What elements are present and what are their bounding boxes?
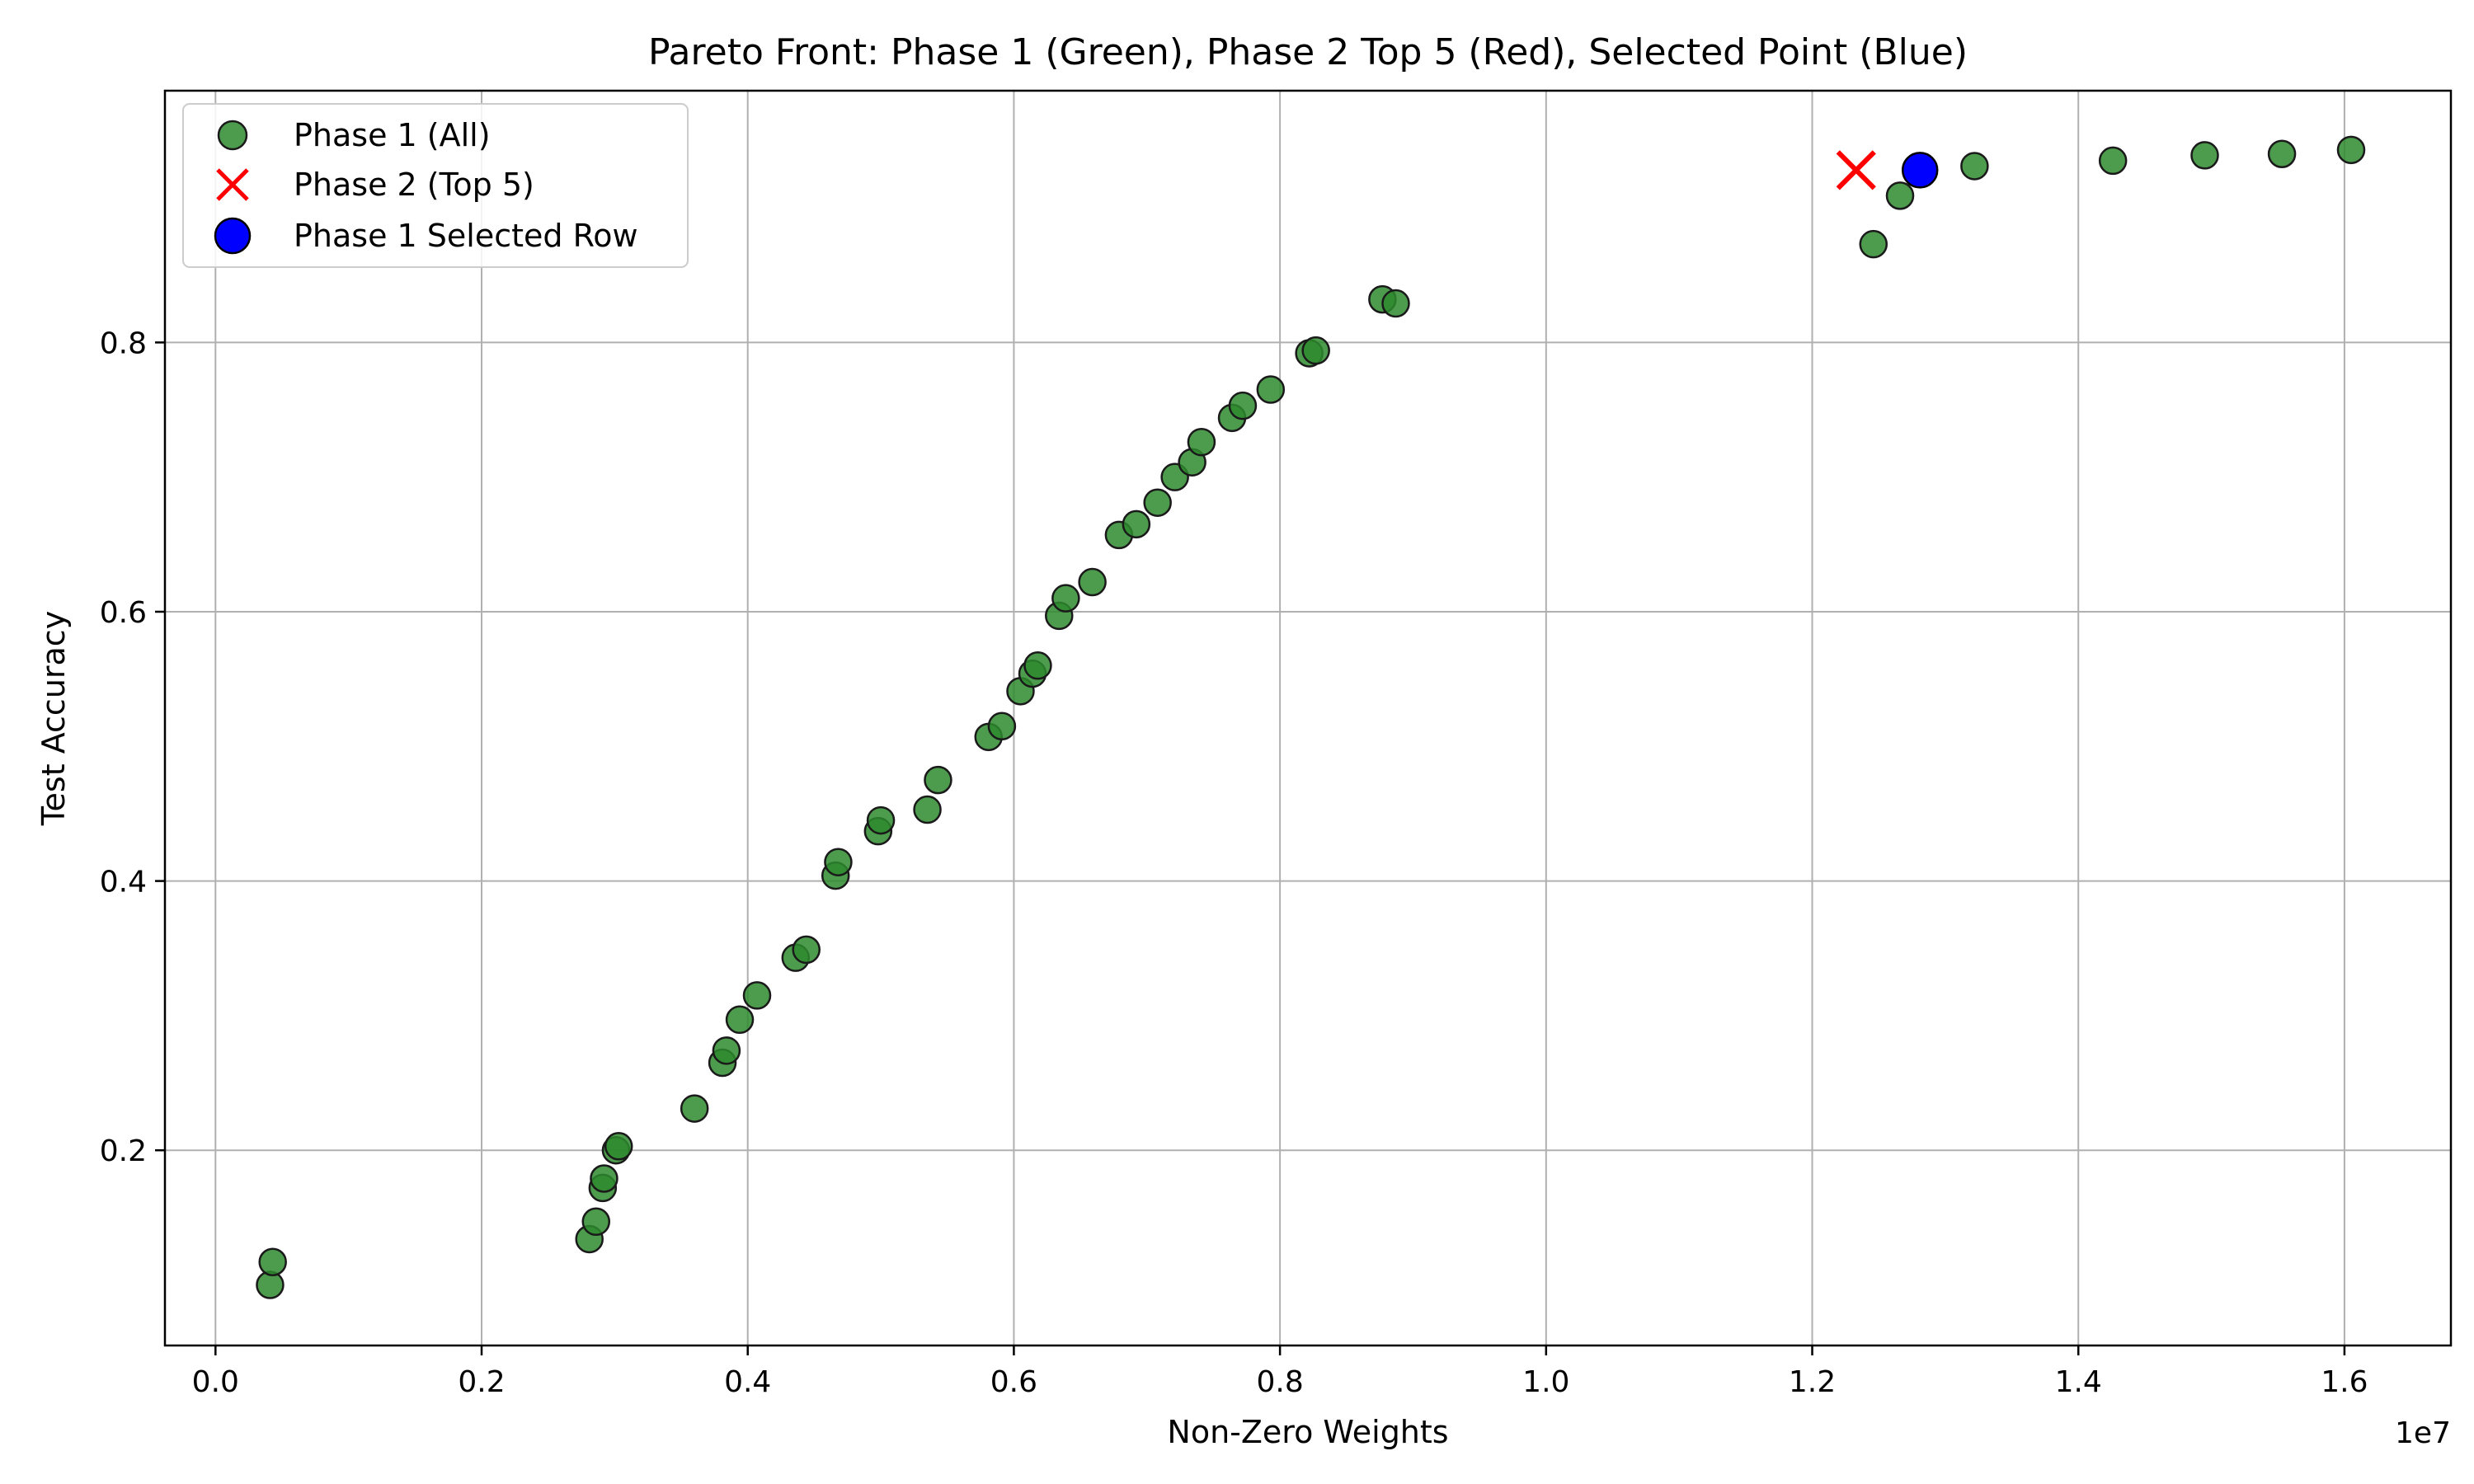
- x-axis-label: Non-Zero Weights: [1167, 1414, 1448, 1450]
- phase1-point: [2098, 146, 2128, 176]
- phase1-point: [1187, 427, 1216, 457]
- phase1-point: [1051, 584, 1080, 613]
- phase1-point: [1859, 229, 1888, 259]
- legend-blue-circle-marker: [214, 217, 252, 255]
- phase1-point: [2336, 135, 2366, 165]
- phase1-point: [924, 765, 952, 795]
- phase1-point: [913, 795, 942, 824]
- phase1-point: [680, 1094, 709, 1123]
- phase1-point: [1228, 391, 1258, 420]
- legend-green-circle-marker: [217, 120, 248, 151]
- y-tick-label: 0.8: [100, 326, 147, 360]
- phase1-point: [1381, 289, 1410, 318]
- selected-point: [1901, 152, 1939, 189]
- legend: Phase 1 (All) Phase 2 (Top 5) Phase 1 Se…: [182, 103, 689, 268]
- phase1-point: [824, 848, 853, 876]
- chart-title: Pareto Front: Phase 1 (Green), Phase 2 T…: [648, 31, 1968, 73]
- grid: [165, 91, 2451, 1345]
- legend-red-x-marker: [216, 168, 249, 201]
- phase1-point: [581, 1207, 611, 1237]
- x-tick-label: 0.2: [458, 1365, 505, 1399]
- phase1-point: [792, 935, 821, 965]
- phase1-point: [2190, 141, 2219, 170]
- phase1-point: [590, 1164, 618, 1193]
- phase1-point: [725, 1005, 755, 1035]
- x-tick-label: 0.8: [1256, 1365, 1303, 1399]
- legend-label-phase2: Phase 2 (Top 5): [294, 167, 534, 203]
- x-tick-label: 0.0: [192, 1365, 239, 1399]
- phase1-point: [1885, 181, 1915, 210]
- phase1-point: [742, 981, 772, 1010]
- axis-ticks: 0.0 0.2 0.4 0.6 0.8 1.0 1.2 1.4 1.6 0.2 0.4 0.6 0.8: [100, 326, 2368, 1399]
- y-tick-label: 0.4: [100, 866, 147, 899]
- phase1-point: [2267, 139, 2297, 169]
- legend-label-phase1: Phase 1 (All): [294, 117, 491, 153]
- phase1-point: [1960, 152, 1989, 181]
- x-tick-label: 1.2: [1789, 1365, 1836, 1399]
- phase1-point: [712, 1036, 741, 1065]
- phase1-point: [1078, 567, 1107, 597]
- y-tick-label: 0.6: [100, 596, 147, 630]
- x-axis-offset-label: 1e7: [2395, 1416, 2451, 1450]
- x-tick-label: 0.4: [724, 1365, 771, 1399]
- plot-frame: [163, 89, 2453, 1347]
- phase1-point: [866, 805, 896, 835]
- data-points: [256, 135, 2366, 1299]
- phase1-point: [604, 1132, 633, 1161]
- y-tick-label: 0.2: [100, 1134, 147, 1168]
- x-tick-label: 1.4: [2055, 1365, 2102, 1399]
- phase1-point: [258, 1247, 287, 1277]
- phase1-point: [1256, 375, 1286, 404]
- phase1-point: [1122, 510, 1151, 539]
- x-tick-label: 1.6: [2321, 1365, 2368, 1399]
- x-tick-label: 0.6: [990, 1365, 1037, 1399]
- phase2-x-point: [1836, 150, 1876, 190]
- phase1-point: [1143, 488, 1172, 517]
- phase1-point: [987, 711, 1017, 741]
- legend-box: [182, 103, 689, 268]
- y-axis-label: Test Accuracy: [35, 611, 72, 826]
- legend-label-selected: Phase 1 Selected Row: [294, 218, 638, 254]
- phase1-point: [1023, 651, 1052, 680]
- phase1-point: [1301, 336, 1330, 365]
- x-tick-label: 1.0: [1522, 1365, 1569, 1399]
